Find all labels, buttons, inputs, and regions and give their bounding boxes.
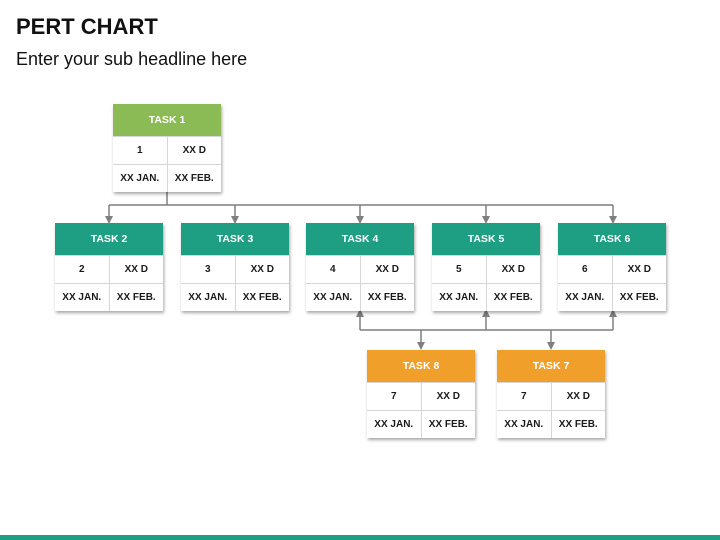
task-header: TASK 8	[367, 350, 475, 382]
task-row-dates: XX JAN. XX FEB.	[558, 283, 666, 311]
task-header: TASK 3	[181, 223, 289, 255]
task-row-dates: XX JAN. XX FEB.	[113, 164, 221, 192]
task-node-8: TASK 8 7 XX D XX JAN. XX FEB.	[367, 350, 475, 438]
task-header: TASK 4	[306, 223, 414, 255]
task-row-dates: XX JAN. XX FEB.	[306, 283, 414, 311]
footer-bar	[0, 535, 720, 540]
task-duration: XX D	[166, 137, 222, 164]
task-row-number-duration: 2 XX D	[55, 255, 163, 283]
task-row-number-duration: 1 XX D	[113, 136, 221, 164]
task-duration: XX D	[485, 256, 541, 283]
task-number: 4	[329, 264, 336, 275]
task-node-4: TASK 4 4 XX D XX JAN. XX FEB.	[306, 223, 414, 311]
task-start: XX JAN.	[120, 173, 160, 184]
task-node-3: TASK 3 3 XX D XX JAN. XX FEB.	[181, 223, 289, 311]
task-row-number-duration: 6 XX D	[558, 255, 666, 283]
task-duration: XX D	[359, 256, 415, 283]
page-title: PERT CHART	[16, 14, 158, 39]
task-end: XX FEB.	[485, 284, 541, 311]
task-row-dates: XX JAN. XX FEB.	[367, 410, 475, 438]
task-number: 3	[204, 264, 211, 275]
task-row-number-duration: 7 XX D	[367, 382, 475, 410]
task-end: XX FEB.	[108, 284, 164, 311]
task-node-7: TASK 7 7 XX D XX JAN. XX FEB.	[497, 350, 605, 438]
task-header: TASK 7	[497, 350, 605, 382]
task-start: XX JAN.	[504, 419, 544, 430]
task-row-dates: XX JAN. XX FEB.	[432, 283, 540, 311]
task-duration: XX D	[108, 256, 164, 283]
task-start: XX JAN.	[565, 292, 605, 303]
task-node-2: TASK 2 2 XX D XX JAN. XX FEB.	[55, 223, 163, 311]
task-node-1: TASK 1 1 XX D XX JAN. XX FEB.	[113, 104, 221, 192]
task-end: XX FEB.	[234, 284, 290, 311]
task-number: 1	[136, 145, 143, 156]
task-header: TASK 6	[558, 223, 666, 255]
task-start: XX JAN.	[62, 292, 102, 303]
task-number: 7	[390, 391, 397, 402]
task-header: TASK 5	[432, 223, 540, 255]
task-duration: XX D	[234, 256, 290, 283]
task-end: XX FEB.	[420, 411, 476, 438]
task-row-dates: XX JAN. XX FEB.	[55, 283, 163, 311]
task-start: XX JAN.	[374, 419, 414, 430]
task-end: XX FEB.	[166, 165, 222, 192]
task-start: XX JAN.	[313, 292, 353, 303]
task-duration: XX D	[611, 256, 667, 283]
task-row-number-duration: 4 XX D	[306, 255, 414, 283]
task-end: XX FEB.	[550, 411, 606, 438]
task-number: 2	[78, 264, 85, 275]
task-end: XX FEB.	[359, 284, 415, 311]
task-node-6: TASK 6 6 XX D XX JAN. XX FEB.	[558, 223, 666, 311]
page-subtitle: Enter your sub headline here	[16, 49, 248, 69]
task-end: XX FEB.	[611, 284, 667, 311]
task-row-dates: XX JAN. XX FEB.	[497, 410, 605, 438]
task-number: 5	[455, 264, 462, 275]
task-row-number-duration: 7 XX D	[497, 382, 605, 410]
task-duration: XX D	[550, 383, 606, 410]
task-start: XX JAN.	[188, 292, 228, 303]
task-header: TASK 1	[113, 104, 221, 136]
task-row-dates: XX JAN. XX FEB.	[181, 283, 289, 311]
task-duration: XX D	[420, 383, 476, 410]
task-header: TASK 2	[55, 223, 163, 255]
task-row-number-duration: 3 XX D	[181, 255, 289, 283]
task-row-number-duration: 5 XX D	[432, 255, 540, 283]
task-number: 7	[520, 391, 527, 402]
task-number: 6	[581, 264, 588, 275]
task-start: XX JAN.	[439, 292, 479, 303]
task-node-5: TASK 5 5 XX D XX JAN. XX FEB.	[432, 223, 540, 311]
